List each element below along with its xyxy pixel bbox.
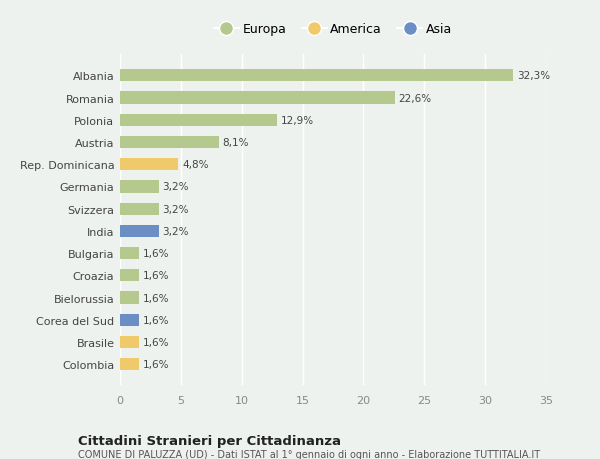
Bar — [120, 336, 139, 348]
Text: 1,6%: 1,6% — [143, 271, 170, 281]
Bar — [120, 358, 139, 370]
Bar — [120, 159, 178, 171]
Bar — [120, 292, 139, 304]
Bar — [120, 114, 277, 127]
Text: 3,2%: 3,2% — [163, 226, 189, 236]
Bar — [120, 225, 159, 237]
Bar — [120, 70, 513, 82]
Text: 1,6%: 1,6% — [143, 315, 170, 325]
Text: 1,6%: 1,6% — [143, 249, 170, 258]
Text: 8,1%: 8,1% — [222, 138, 249, 148]
Text: 12,9%: 12,9% — [281, 116, 314, 125]
Bar — [120, 137, 218, 149]
Bar — [120, 269, 139, 282]
Text: Cittadini Stranieri per Cittadinanza: Cittadini Stranieri per Cittadinanza — [78, 434, 341, 447]
Text: 1,6%: 1,6% — [143, 337, 170, 347]
Bar — [120, 203, 159, 215]
Text: 4,8%: 4,8% — [182, 160, 209, 170]
Text: 3,2%: 3,2% — [163, 182, 189, 192]
Bar — [120, 92, 395, 105]
Text: 22,6%: 22,6% — [399, 93, 432, 103]
Bar — [120, 314, 139, 326]
Text: 1,6%: 1,6% — [143, 359, 170, 369]
Text: COMUNE DI PALUZZA (UD) - Dati ISTAT al 1° gennaio di ogni anno - Elaborazione TU: COMUNE DI PALUZZA (UD) - Dati ISTAT al 1… — [78, 449, 540, 459]
Bar — [120, 247, 139, 260]
Text: 3,2%: 3,2% — [163, 204, 189, 214]
Text: 1,6%: 1,6% — [143, 293, 170, 303]
Legend: Europa, America, Asia: Europa, America, Asia — [209, 18, 457, 41]
Bar — [120, 181, 159, 193]
Text: 32,3%: 32,3% — [517, 71, 550, 81]
